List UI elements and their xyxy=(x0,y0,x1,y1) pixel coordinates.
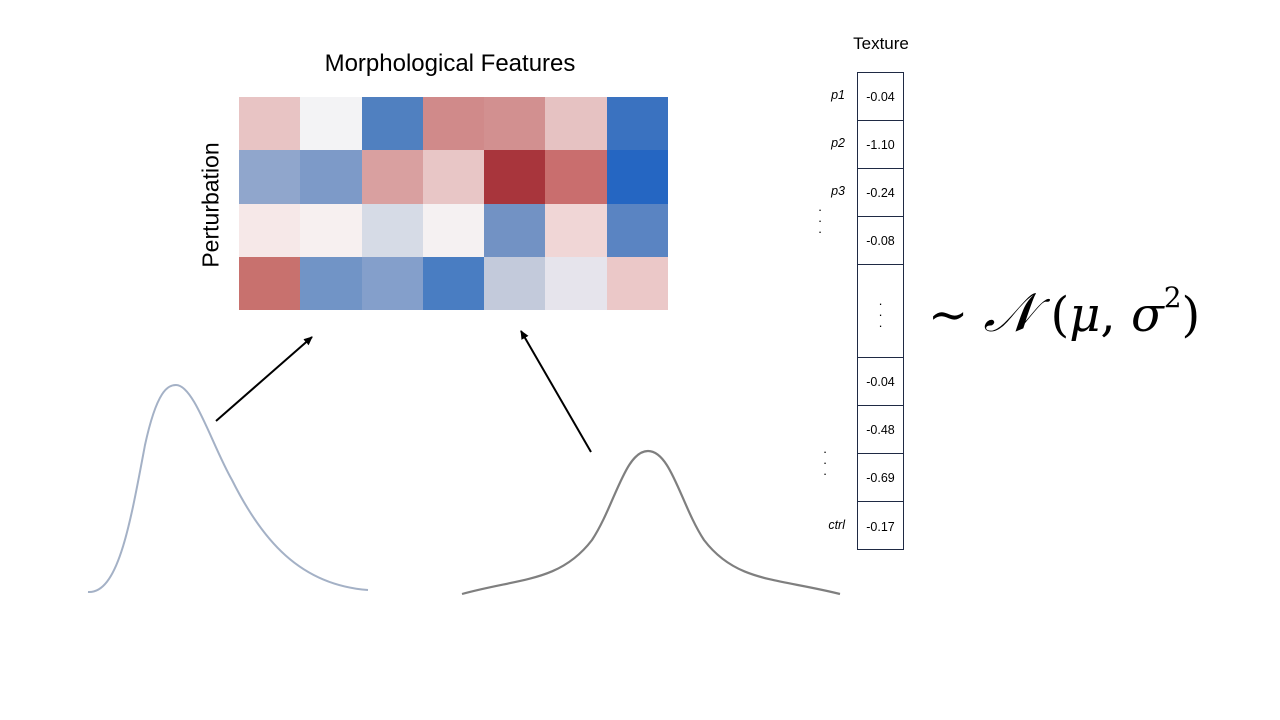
heatmap-cell xyxy=(484,150,546,204)
texture-row-label: p1 xyxy=(831,88,845,102)
exponent: 2 xyxy=(1163,281,1182,314)
heatmap-cell xyxy=(422,203,485,257)
heatmap-cell xyxy=(239,256,301,310)
skewed-distribution-curve xyxy=(87,383,369,594)
heatmap-cell xyxy=(606,203,668,257)
texture-cell: -0.48 xyxy=(858,406,903,454)
heatmap-cell xyxy=(361,150,423,204)
normal-symbol: 𝒩 xyxy=(983,283,1036,343)
heatmap-cell xyxy=(361,256,423,310)
heatmap-cell xyxy=(361,97,423,151)
texture-row-label: ctrl xyxy=(828,517,845,532)
texture-cell: -0.04 xyxy=(858,73,903,121)
heatmap-cell xyxy=(606,97,668,151)
heatmap-cell xyxy=(300,150,362,204)
left-arrow xyxy=(215,336,313,422)
heatmap-cell xyxy=(239,150,301,204)
texture-cell: ... xyxy=(858,265,903,358)
heatmap-cell xyxy=(300,97,362,151)
heatmap-cell xyxy=(606,150,668,204)
label-ellipsis-lower: ... xyxy=(823,441,827,478)
texture-cell: -1.10 xyxy=(858,121,903,169)
texture-row-label: p2 xyxy=(831,136,845,150)
texture-cell: -0.08 xyxy=(858,217,903,265)
texture-cell: -0.24 xyxy=(858,169,903,217)
heatmap-cell xyxy=(545,97,607,151)
tilde-symbol: ∼ xyxy=(928,287,969,343)
label-ellipsis-upper: ... xyxy=(818,199,822,236)
heatmap-cell xyxy=(300,203,362,257)
sigma-symbol: σ xyxy=(1130,287,1164,343)
heatmap-cell xyxy=(484,256,546,310)
normal-distribution-curve xyxy=(461,449,841,596)
heatmap-cell xyxy=(545,150,607,204)
heatmap-cell xyxy=(239,203,301,257)
heatmap-cell xyxy=(484,97,546,151)
heatmap-cell xyxy=(422,256,485,310)
heatmap-cell xyxy=(300,256,362,310)
texture-row-label: p3 xyxy=(831,184,845,198)
right-arrow xyxy=(520,330,592,453)
texture-cell: -0.69 xyxy=(858,454,903,502)
heatmap-cell xyxy=(422,150,485,204)
heatmap-cell xyxy=(606,256,668,310)
heatmap-title: Morphological Features xyxy=(324,50,576,77)
heatmap-cell xyxy=(422,97,485,151)
heatmap-cell xyxy=(361,203,423,257)
heatmap-grid xyxy=(239,97,668,310)
heatmap-cell xyxy=(484,203,546,257)
cell-ellipsis: ... xyxy=(878,292,883,330)
mu-symbol: μ xyxy=(1069,287,1101,343)
heatmap-cell xyxy=(545,256,607,310)
heatmap-cell xyxy=(239,97,301,151)
texture-table: -0.04 -1.10 -0.24 -0.08... -0.04 -0.48 -0.69 -0… xyxy=(857,72,904,550)
texture-cell: -0.17 xyxy=(866,519,895,534)
heatmap-cell xyxy=(545,203,607,257)
normal-distribution-formula: ∼ 𝒩 (μ, σ2) xyxy=(928,281,1201,343)
texture-title: Texture xyxy=(853,34,909,53)
texture-cell: -0.04 xyxy=(858,358,903,406)
